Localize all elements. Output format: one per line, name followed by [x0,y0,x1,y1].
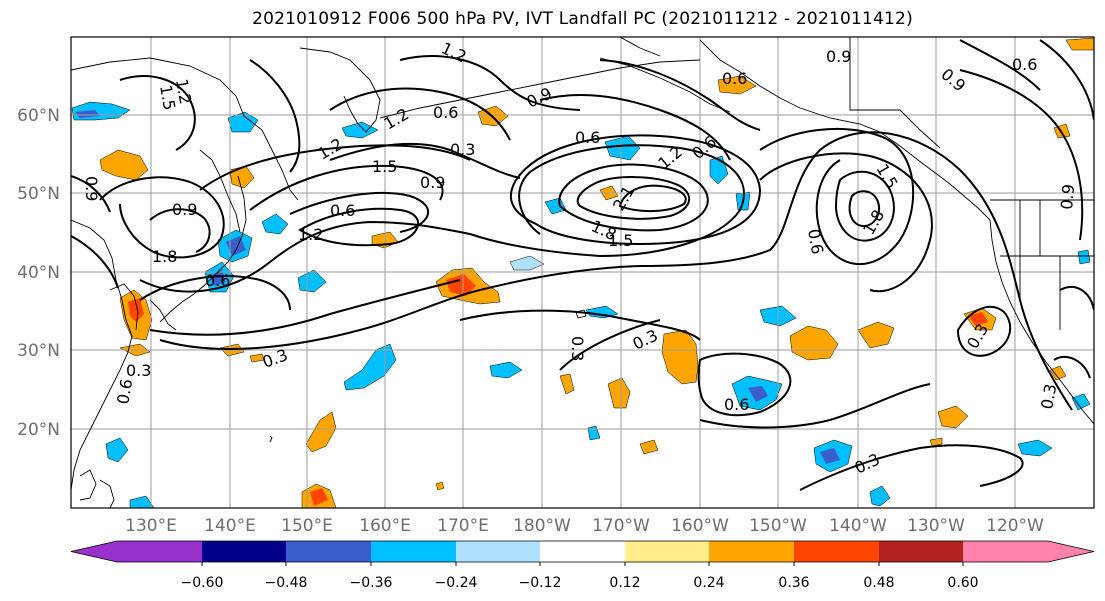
lat-label: 40°N [17,263,60,283]
contour-label: 0.6 [205,271,230,290]
lon-label: 140°E [204,516,256,536]
colorbar [70,540,1095,566]
lon-label: 170°W [592,516,650,536]
colorbar-extend-min [71,541,117,562]
colorbar-tick-label: 0.12 [609,575,640,591]
contour-label: 0.9 [1057,183,1078,210]
colorbar-bin [286,541,371,562]
colorbar-bin [456,541,540,562]
lon-label: 130°W [907,516,965,536]
colorbar-bin [117,541,202,562]
colorbar-tick-label: −0.60 [181,575,224,591]
lon-label: 140°W [829,516,887,536]
colorbar-tick-label: −0.36 [350,575,393,591]
colorbar-bin [202,541,286,562]
colorbar-tick-label: −0.48 [265,575,308,591]
lon-label: 130°E [125,516,177,536]
colorbar-bin [963,541,1048,562]
colorbar-bin [540,541,625,562]
lon-label: 160°W [671,516,729,536]
colorbar-tick-label: 0.48 [863,575,894,591]
lon-label: 160°E [359,516,411,536]
colorbar-bin [709,541,794,562]
lon-label: 180°W [513,516,571,536]
colorbar-outline [70,540,1095,563]
contour-label: 0.6 [113,377,136,405]
lat-label: 60°N [17,106,60,126]
colorbar-tick-label: −0.12 [519,575,562,591]
contour-label: 0.9 [826,47,851,66]
contour-label: 0.6 [575,128,600,147]
colorbar-tick-label: 0.60 [947,575,978,591]
contour-label: 1.5 [372,157,397,176]
map-title: 2021010912 F006 500 hPa PV, IVT Landfall… [252,9,913,29]
contour-label: 1.5 [608,231,633,250]
contour-label: 0.9 [420,173,445,192]
longitude-labels: 130°E 140°E 150°E 160°E 170°E 180°W 170°… [125,516,1044,536]
map-frame [70,36,1095,509]
contour-label: 0.6 [433,103,458,122]
coastlines [71,37,1094,508]
lat-label: 50°N [17,184,60,204]
lat-label: 20°N [17,420,60,440]
colorbar-bin [371,541,456,562]
contour-label: 0.6 [330,201,355,220]
lat-label: 30°N [17,341,60,361]
lon-label: 150°E [281,516,333,536]
contour-label: 1.5 [156,83,179,111]
colorbar-tick-label: 0.36 [778,575,809,591]
contour-label: 1.2 [298,225,323,244]
contour-labels: 1.2 0.9 0.6 0.3 1.8 1.5 1.2 0.6 0.3 0.9 … [82,38,1078,477]
map-content: 1.2 0.9 0.6 0.3 1.8 1.5 1.2 0.6 0.3 0.9 … [71,37,1094,508]
pv-shading [71,37,1094,508]
contour-label: 0.3 [1037,382,1060,410]
lon-label: 120°W [986,516,1044,536]
contour-label: 0.9 [172,200,197,219]
colorbar-bin [879,541,963,562]
contour-label: 1.2 [172,77,195,105]
contour-label: 0.6 [804,227,827,255]
lon-label: 150°W [749,516,807,536]
colorbar-tick-label: −0.24 [435,575,478,591]
colorbar-bin [794,541,879,562]
contour-label: 0.3 [568,336,587,361]
contour-label: 0.3 [126,361,151,380]
colorbar-tick-labels: −0.60 −0.48 −0.36 −0.24 −0.12 0.12 0.24 … [181,575,979,591]
contour-label: 0.6 [724,395,749,414]
contour-label: 0.9 [82,176,101,201]
contour-label: 0.6 [1012,55,1037,74]
colorbar-bin [625,541,709,562]
colorbar-tick-label: 0.24 [693,575,724,591]
colorbar-extend-max [1048,541,1094,562]
latitude-labels: 60°N 50°N 40°N 30°N 20°N [17,106,60,440]
pv-contours [71,39,1094,491]
contour-label: 0.6 [722,69,747,88]
contour-label: 1.8 [152,247,177,266]
contour-label: 0.3 [450,140,475,159]
lon-label: 170°E [437,516,489,536]
